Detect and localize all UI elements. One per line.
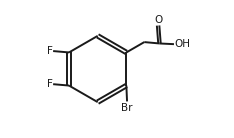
Text: F: F bbox=[47, 79, 52, 89]
Text: F: F bbox=[47, 46, 52, 56]
Text: Br: Br bbox=[121, 103, 133, 112]
Text: OH: OH bbox=[175, 39, 191, 49]
Text: O: O bbox=[154, 15, 162, 25]
